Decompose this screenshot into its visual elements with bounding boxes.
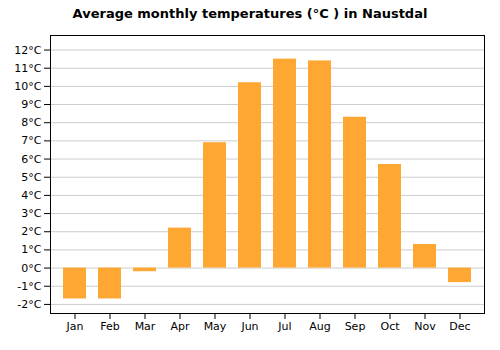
- html-text:Average monthly temperatures (: Average monthly temperatures (°C ) in Na…: [72, 6, 428, 21]
- svg-text:-1°C: -1°C: [17, 280, 41, 293]
- svg-text:Aug: Aug: [309, 320, 330, 333]
- svg-text:3°C: 3°C: [21, 207, 41, 220]
- svg-text:May: May: [204, 320, 227, 333]
- svg-text:Apr: Apr: [170, 320, 190, 333]
- svg-text:Jan: Jan: [66, 320, 84, 333]
- svg-text:2°C: 2°C: [21, 225, 41, 238]
- svg-text:6°C: 6°C: [21, 153, 41, 166]
- svg-text:Oct: Oct: [380, 320, 400, 333]
- svg-text:Nov: Nov: [414, 320, 436, 333]
- svg-text:5°C: 5°C: [21, 171, 41, 184]
- svg-text:12°C: 12°C: [14, 44, 41, 57]
- svg-text:7°C: 7°C: [21, 134, 41, 147]
- svg-text:1°C: 1°C: [21, 243, 41, 256]
- svg-text:0°C: 0°C: [21, 262, 41, 275]
- svg-text:Dec: Dec: [449, 320, 470, 333]
- svg-text:Jul: Jul: [277, 320, 291, 333]
- svg-text:-2°C: -2°C: [17, 298, 41, 311]
- svg-text:10°C: 10°C: [14, 80, 41, 93]
- svg-text:8°C: 8°C: [21, 116, 41, 129]
- svg-text:4°C: 4°C: [21, 189, 41, 202]
- svg-text:9°C: 9°C: [21, 98, 41, 111]
- svg-text:Feb: Feb: [100, 320, 119, 333]
- svg-text:Jun: Jun: [240, 320, 258, 333]
- svg-text:11°C: 11°C: [14, 62, 41, 75]
- svg-text:Mar: Mar: [135, 320, 156, 333]
- svg-text:Sep: Sep: [345, 320, 366, 333]
